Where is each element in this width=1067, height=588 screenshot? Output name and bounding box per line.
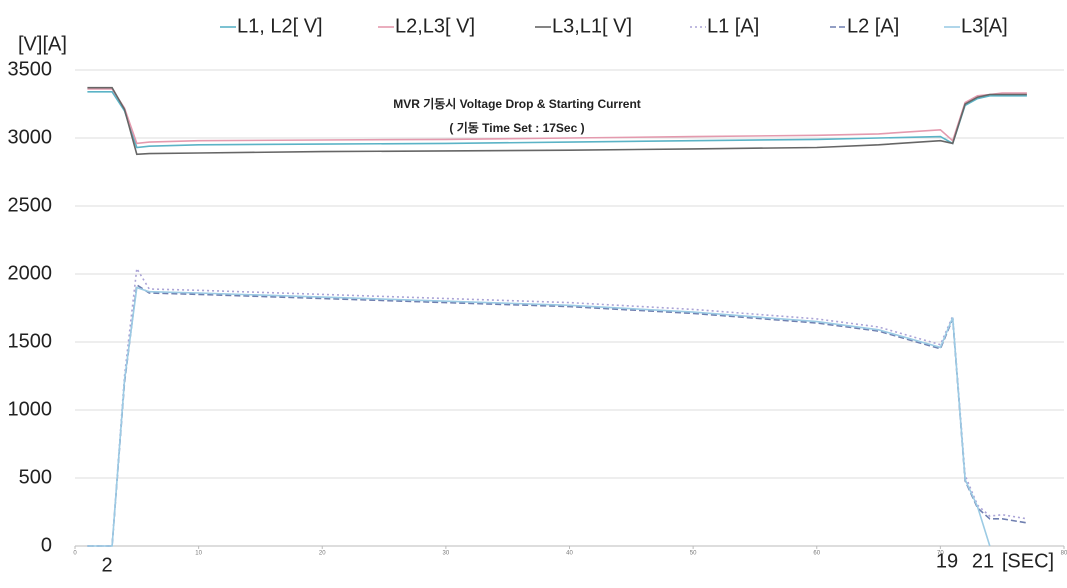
x-annotation: 2: [101, 554, 112, 576]
x-tick-label: 10: [195, 551, 202, 557]
x-tick-label: 50: [690, 551, 697, 557]
y-tick-label: 1500: [8, 330, 53, 352]
x-annotation: 19: [936, 550, 958, 572]
legend-label: L3[A]: [961, 15, 1008, 37]
x-annotation: 21: [972, 550, 994, 572]
legend-label: L2 [A]: [847, 15, 899, 37]
x-tick-label: 30: [443, 551, 450, 557]
x-tick-label: 20: [319, 551, 326, 557]
chart-subtitle: ( 기동 Time Set : 17Sec ): [449, 120, 584, 135]
y-tick-label: 0: [41, 534, 52, 556]
x-tick-label: 0: [73, 551, 77, 557]
y-tick-label: 2000: [8, 262, 53, 284]
y-tick-label: 2500: [8, 194, 53, 216]
x-tick-label: 40: [566, 551, 573, 557]
legend-label: L3,L1[ V]: [552, 15, 632, 37]
legend-label: L2,L3[ V]: [395, 15, 475, 37]
chart-title: MVR 기동시 Voltage Drop & Starting Current: [393, 96, 641, 111]
legend-label: L1 [A]: [707, 15, 759, 37]
series-line: [87, 91, 1027, 149]
series-line: [87, 283, 1028, 547]
x-tick-label: 70: [937, 551, 944, 557]
y-tick-label: 1000: [8, 398, 53, 420]
series-line: [87, 88, 1027, 145]
series-line: [87, 86, 1027, 156]
legend-label: L1, L2[ V]: [237, 15, 323, 37]
x-tick-label: 80: [1061, 551, 1067, 557]
y-tick-label: 500: [19, 466, 52, 488]
x-tick-label: 60: [813, 551, 820, 557]
y-tick-label: 3500: [8, 58, 53, 80]
y-tick-label: 3000: [8, 126, 53, 148]
y-axis-label: [V][A]: [18, 33, 67, 55]
series-line: [87, 286, 991, 547]
x-annotation: [SEC]: [1002, 550, 1054, 572]
